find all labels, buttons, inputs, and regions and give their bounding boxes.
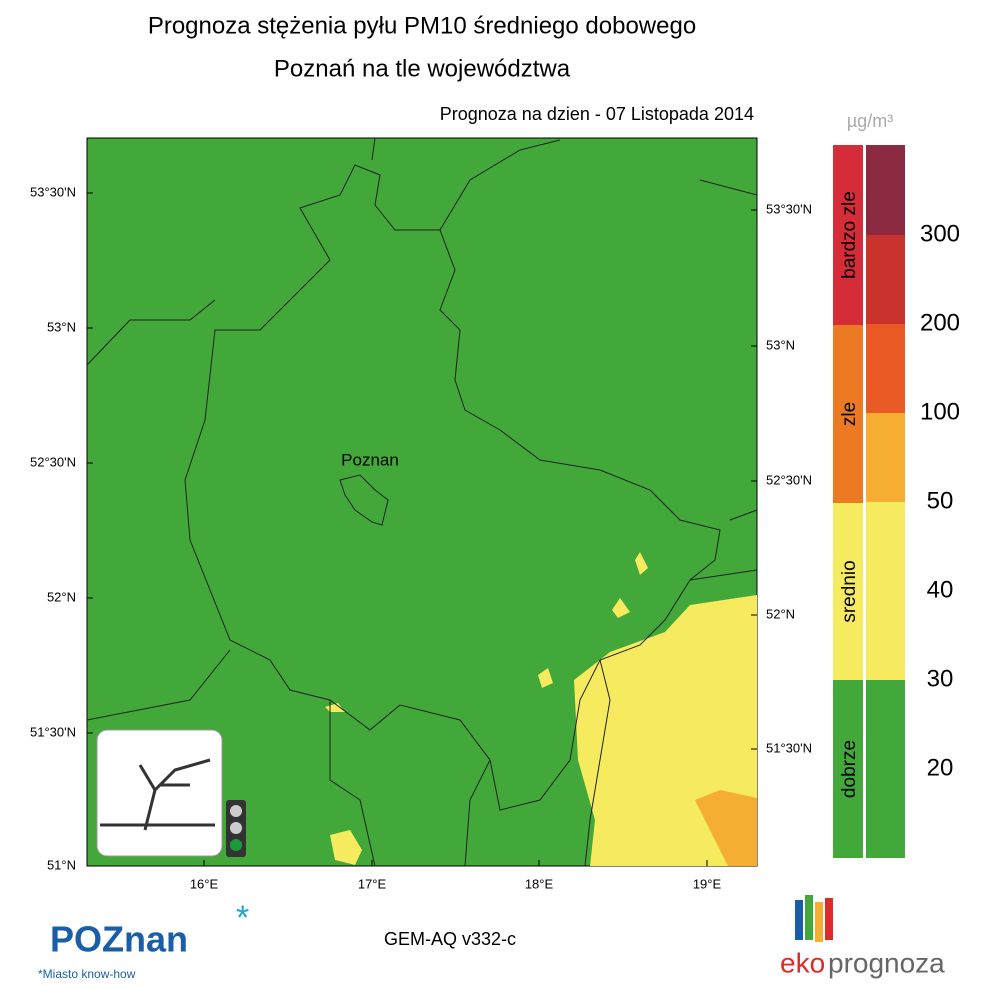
legend: µg/m³ bardzo zle zle srednio dobrze 300 200 10…	[833, 111, 960, 858]
model-name: GEM-AQ v332-c	[384, 929, 516, 949]
category-band	[833, 325, 863, 503]
lat-label: 52°30'N	[766, 472, 812, 487]
moderate-spot	[538, 668, 553, 688]
lat-label: 52°30'N	[30, 454, 76, 469]
lat-label: 51°30'N	[766, 740, 812, 755]
moderate-spot	[635, 552, 648, 575]
level-label: 20	[927, 754, 954, 781]
level-label: 30	[927, 665, 954, 692]
category-band	[833, 503, 863, 680]
title: Prognoza stężenia pyłu PM10 średniego do…	[148, 12, 696, 39]
lon-label: 18°E	[525, 876, 554, 891]
lat-label: 51°30'N	[30, 724, 76, 739]
lon-label: 19°E	[693, 876, 722, 891]
level-label: 100	[920, 398, 960, 425]
lat-label: 53°N	[766, 337, 795, 352]
category-label: dobrze	[839, 740, 860, 798]
category-band	[833, 680, 863, 858]
category-label: zle	[839, 402, 860, 426]
lon-label: 17°E	[358, 876, 387, 891]
logo-star: *	[236, 899, 249, 937]
footer: POZnan * *Miasto know-how GEM-AQ v332-c …	[38, 895, 945, 981]
lat-label: 52°N	[766, 606, 795, 621]
lat-label: 53°30'N	[766, 201, 812, 216]
unit: µg/m³	[847, 111, 893, 131]
lon-label: 16°E	[190, 876, 219, 891]
level-label: 50	[927, 487, 954, 514]
lat-label: 52°N	[47, 589, 76, 604]
level-label: 200	[920, 309, 960, 336]
category-label: bardzo zle	[839, 191, 860, 279]
category-label: srednio	[839, 560, 860, 622]
map: Poznan	[86, 137, 758, 867]
level-label: 300	[920, 220, 960, 247]
logo-poznan: POZnan	[50, 919, 188, 960]
city-label: Poznan	[341, 450, 399, 469]
subtitle: Poznań na tle województwa	[274, 55, 571, 82]
moderate-spot	[330, 830, 362, 865]
weather-icon	[96, 729, 246, 857]
category-band	[833, 145, 863, 325]
poor-area	[695, 790, 757, 866]
borders	[86, 137, 758, 867]
lat-label: 51°N	[47, 857, 76, 872]
moderate-spot	[612, 598, 630, 618]
logo-prognoza: prognoza	[828, 947, 945, 978]
logo-tagline: *Miasto know-how	[38, 967, 136, 981]
forecast-date: Prognoza na dzien - 07 Listopada 2014	[440, 104, 754, 124]
logo-eko: eko	[780, 947, 825, 978]
level-label: 40	[927, 576, 954, 603]
lat-label: 53°N	[47, 319, 76, 334]
lat-label: 53°30'N	[30, 184, 76, 199]
